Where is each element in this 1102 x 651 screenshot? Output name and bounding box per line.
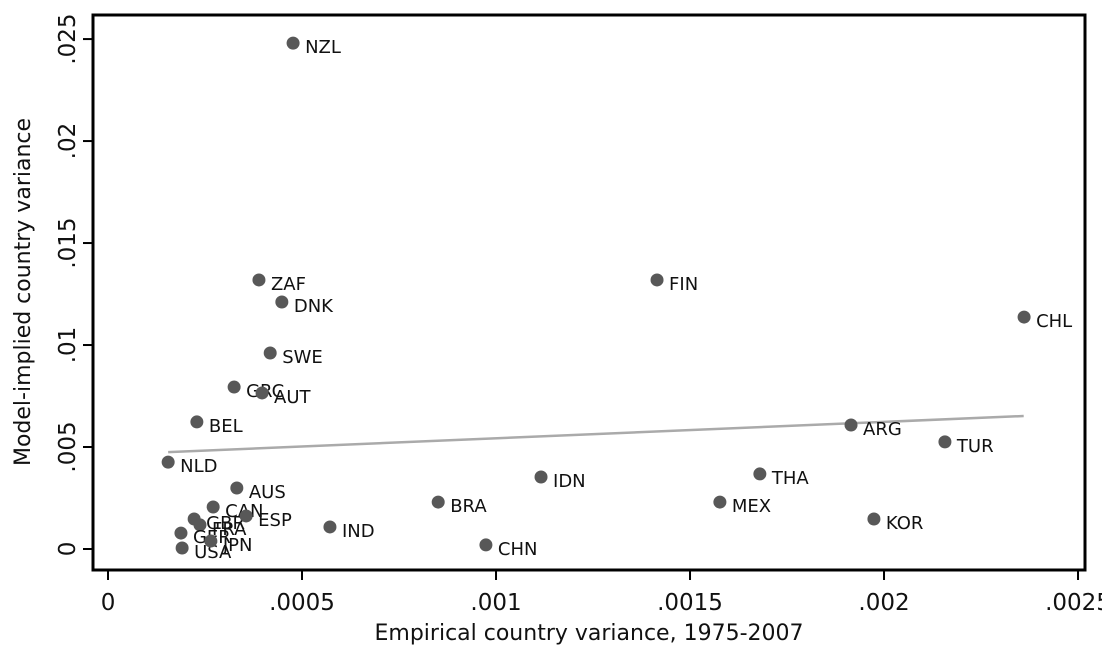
point <box>938 435 952 449</box>
point <box>161 455 175 469</box>
y-tick-label: 0 <box>55 542 81 557</box>
point <box>753 467 767 481</box>
x-axis-label: Empirical country variance, 1975-2007 <box>375 621 804 646</box>
point <box>190 415 204 429</box>
point <box>431 495 445 509</box>
x-tick-label: .001 <box>470 590 521 616</box>
y-axis-label: Model-implied country variance <box>11 118 36 466</box>
point <box>204 534 218 548</box>
point <box>867 512 881 526</box>
point-label: SWE <box>282 347 323 368</box>
plot-frame <box>91 13 1087 572</box>
point <box>175 541 189 555</box>
point <box>263 346 277 360</box>
point-label: IDN <box>553 471 586 492</box>
y-tick-label: .005 <box>55 421 81 472</box>
point <box>323 520 337 534</box>
x-tick-label: .0015 <box>657 590 723 616</box>
point <box>1017 310 1031 324</box>
point-label: ZAF <box>271 274 306 295</box>
x-tick-label: .002 <box>858 590 909 616</box>
point-label: FIN <box>669 274 698 295</box>
point-label: IND <box>342 521 375 542</box>
x-tick-label: 0 <box>101 590 116 616</box>
point <box>713 495 727 509</box>
point <box>650 273 664 287</box>
point-label: AUS <box>249 482 286 503</box>
point <box>479 538 493 552</box>
point <box>227 380 241 394</box>
point-label: BEL <box>209 416 243 437</box>
point-label: ESP <box>258 510 292 531</box>
point <box>239 509 253 523</box>
point <box>534 470 548 484</box>
y-tick-label: .02 <box>55 123 81 160</box>
point-label: ARG <box>863 419 902 440</box>
point-label: NZL <box>305 37 341 58</box>
point <box>230 481 244 495</box>
point-label: NLD <box>180 456 217 477</box>
point <box>286 36 300 50</box>
point-label: CHN <box>498 539 538 560</box>
x-tick-label: .0005 <box>269 590 335 616</box>
point-label: BRA <box>450 496 487 517</box>
point-label: TUR <box>956 436 994 457</box>
point <box>252 273 266 287</box>
point-label: FRA <box>212 519 247 540</box>
point-label: AUT <box>274 387 311 408</box>
point-label: JPN <box>222 535 253 556</box>
point-label: MEX <box>732 496 771 517</box>
y-tick-label: .025 <box>55 13 81 64</box>
point-label: THA <box>771 468 810 489</box>
point <box>193 518 207 532</box>
y-tick-label: .01 <box>55 327 81 364</box>
point <box>206 500 220 514</box>
fit-line <box>168 414 1024 454</box>
point-label: DNK <box>294 296 334 317</box>
point-label: USA <box>194 542 232 563</box>
point-label: GBR <box>206 513 245 534</box>
point <box>174 526 188 540</box>
x-tick-label: .0025 <box>1045 590 1102 616</box>
point <box>275 295 289 309</box>
point-label: KOR <box>886 513 924 534</box>
point <box>255 386 269 400</box>
point-label: CHL <box>1036 311 1072 332</box>
y-tick-label: .015 <box>55 217 81 268</box>
point <box>844 418 858 432</box>
